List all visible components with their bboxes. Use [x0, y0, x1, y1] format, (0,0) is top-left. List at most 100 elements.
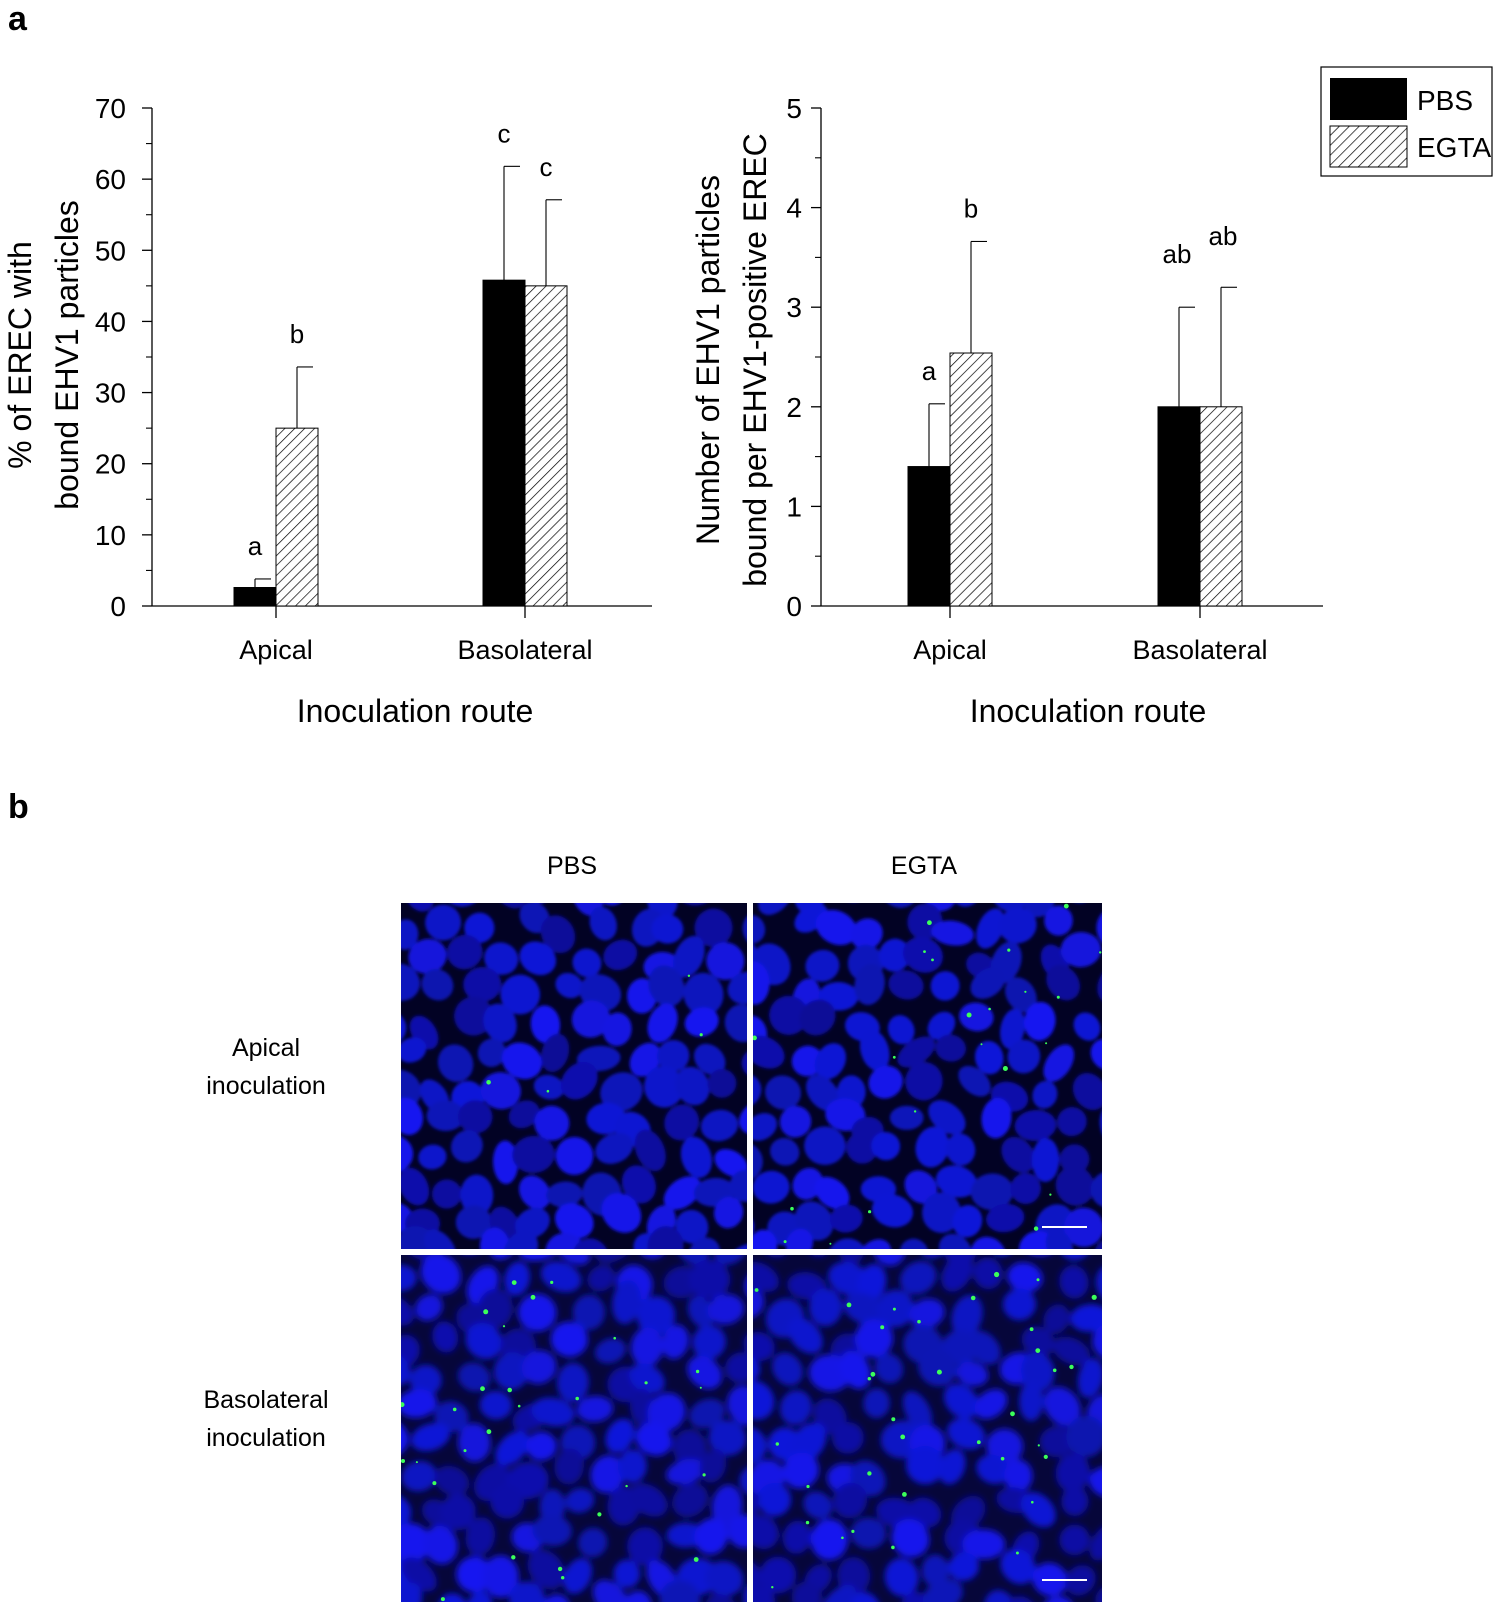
virus-particle: [401, 1459, 405, 1463]
nucleus: [680, 1136, 713, 1178]
chart2-bars: a ab b ab: [907, 193, 1243, 607]
nucleus: [884, 1557, 919, 1597]
nucleus: [1044, 905, 1073, 936]
nucleus: [874, 1353, 904, 1384]
micrograph-content: [401, 1255, 747, 1602]
virus-particle: [502, 1325, 506, 1328]
chart-percent-erec: 0 10 20 30 40 50 60 70 Apical Basolateral a c b c In…: [2, 93, 652, 729]
nucleus: [711, 1484, 743, 1529]
bar-egta-basolateral: [524, 285, 568, 607]
nucleus: [1096, 913, 1102, 943]
nucleus: [503, 1230, 539, 1249]
nucleus: [401, 1134, 414, 1173]
nucleus: [423, 1525, 458, 1565]
nucleus: [546, 1181, 583, 1208]
virus-particle: [1049, 1193, 1052, 1196]
virus-particle: [1007, 948, 1011, 952]
virus-particle: [867, 1377, 871, 1381]
y-tick-label: 70: [95, 93, 126, 124]
nucleus: [425, 904, 462, 941]
nucleus: [592, 1579, 629, 1602]
nucleus: [401, 1294, 414, 1326]
nucleus: [627, 1527, 663, 1566]
significance-letter: c: [498, 118, 511, 148]
nucleus: [727, 1385, 747, 1426]
nucleus: [1032, 1080, 1058, 1109]
nucleus: [421, 969, 454, 1001]
micrograph-row2-label-line2: inoculation: [206, 1424, 326, 1452]
virus-particle: [1063, 903, 1069, 909]
virus-particle: [1024, 990, 1027, 993]
nucleus: [764, 1075, 802, 1110]
nucleus: [521, 1350, 557, 1385]
nucleus: [431, 1179, 462, 1209]
nucleus: [572, 903, 604, 916]
virus-particle: [1033, 1226, 1039, 1231]
nucleus: [556, 1362, 589, 1403]
virus-particle: [1045, 1042, 1048, 1045]
nucleus: [952, 1205, 983, 1238]
nucleus: [647, 1226, 684, 1249]
nucleus: [785, 1228, 814, 1249]
virus-particle: [699, 1386, 702, 1389]
virus-particle: [486, 1429, 492, 1435]
nucleus: [948, 1552, 979, 1581]
virus-particle: [561, 1576, 565, 1580]
nucleus: [663, 1176, 702, 1210]
nucleus: [832, 1482, 868, 1519]
nucleus: [479, 1227, 510, 1249]
nucleus: [856, 1239, 892, 1249]
micrograph-apical-pbs: [401, 903, 747, 1249]
virus-particle: [702, 1473, 706, 1477]
nucleus: [915, 1126, 950, 1168]
virus-particle: [530, 1294, 536, 1300]
nucleus: [1007, 1039, 1041, 1074]
micrograph-row1-label-line1: Apical: [232, 1034, 300, 1062]
virus-particle: [753, 1035, 757, 1041]
nucleus: [440, 1493, 476, 1531]
nucleus: [727, 971, 747, 1005]
legend-swatch-egta: [1329, 125, 1408, 168]
x-tick-label: Apical: [239, 635, 313, 665]
virus-particle: [1000, 1456, 1005, 1461]
nucleus: [409, 1364, 442, 1396]
nucleus: [644, 1065, 684, 1108]
y-tick-label: 0: [786, 591, 802, 622]
virus-particle: [900, 1434, 906, 1440]
nucleus: [630, 1327, 664, 1367]
panel-a-label: a: [8, 0, 28, 38]
nucleus: [935, 1034, 966, 1062]
nucleus: [753, 1288, 765, 1319]
virus-particle: [511, 1280, 517, 1285]
bar-pbs-apical: [907, 466, 951, 607]
nucleus: [902, 1390, 933, 1431]
nucleus: [495, 1430, 530, 1466]
y-tick-label: 2: [786, 392, 802, 423]
nucleus: [707, 1293, 745, 1325]
nucleus: [603, 939, 638, 971]
nucleus: [984, 1589, 1017, 1602]
virus-particle: [440, 1597, 445, 1602]
nucleus: [688, 1259, 731, 1300]
nucleus: [401, 1351, 411, 1386]
nucleus: [889, 1105, 924, 1130]
nucleus: [707, 1068, 737, 1098]
nucleus: [651, 914, 684, 944]
nucleus: [1000, 1548, 1036, 1585]
nucleus: [808, 1288, 843, 1327]
nucleus: [899, 1238, 929, 1249]
nucleus: [401, 1389, 438, 1418]
nucleus: [871, 1194, 914, 1228]
nucleus: [935, 1165, 978, 1198]
nucleus: [553, 1255, 591, 1266]
nuclei: [401, 903, 747, 1249]
nucleus: [753, 1514, 779, 1549]
nucleus: [601, 1192, 642, 1233]
bar-pbs-basolateral: [482, 279, 526, 607]
nucleus: [694, 1518, 728, 1555]
nucleus: [560, 1061, 598, 1100]
nucleus: [854, 1319, 894, 1358]
nucleus: [1099, 1102, 1102, 1146]
nucleus: [401, 1167, 430, 1206]
nucleus: [787, 1317, 823, 1354]
